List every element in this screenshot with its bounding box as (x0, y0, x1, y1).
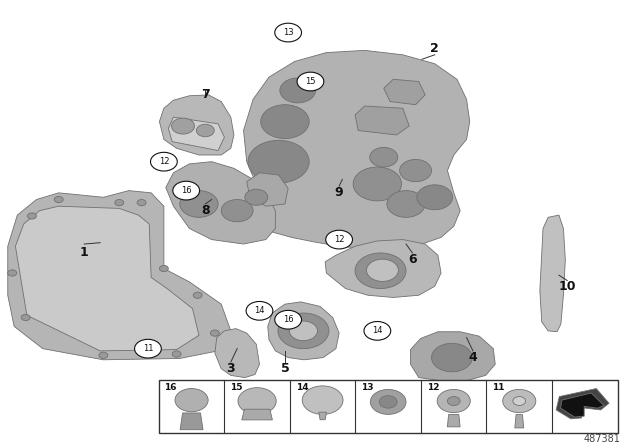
Circle shape (364, 322, 391, 340)
Circle shape (417, 185, 452, 210)
Text: 14: 14 (372, 326, 383, 336)
Text: 4: 4 (468, 351, 477, 364)
Polygon shape (268, 302, 339, 360)
Polygon shape (166, 162, 275, 244)
Circle shape (245, 189, 268, 205)
Text: 11: 11 (492, 383, 505, 392)
Circle shape (297, 72, 324, 91)
Circle shape (289, 321, 317, 340)
Circle shape (248, 140, 309, 183)
Circle shape (21, 314, 30, 321)
Text: 15: 15 (305, 77, 316, 86)
Polygon shape (410, 332, 495, 381)
Circle shape (150, 152, 177, 171)
Circle shape (172, 118, 195, 134)
Text: 6: 6 (408, 253, 417, 266)
Polygon shape (319, 412, 326, 420)
Circle shape (238, 388, 276, 414)
Text: 12: 12 (427, 383, 439, 392)
Circle shape (196, 124, 214, 137)
Text: 8: 8 (201, 204, 210, 217)
Polygon shape (215, 329, 259, 378)
FancyBboxPatch shape (159, 380, 618, 433)
Circle shape (387, 190, 425, 217)
Polygon shape (355, 106, 409, 135)
Circle shape (367, 259, 398, 281)
Circle shape (447, 396, 460, 405)
Text: 13: 13 (361, 383, 374, 392)
Text: 16: 16 (164, 383, 177, 392)
Circle shape (211, 330, 220, 336)
Circle shape (278, 313, 329, 349)
Circle shape (173, 181, 200, 200)
Circle shape (370, 147, 397, 167)
Circle shape (180, 190, 218, 217)
Text: 1: 1 (80, 246, 88, 259)
Circle shape (280, 78, 316, 103)
Polygon shape (325, 240, 441, 297)
Text: 5: 5 (280, 362, 289, 375)
Polygon shape (159, 95, 234, 155)
Circle shape (193, 292, 202, 298)
Circle shape (502, 389, 536, 413)
Circle shape (353, 167, 401, 201)
Polygon shape (515, 414, 524, 428)
Circle shape (99, 352, 108, 358)
Polygon shape (242, 409, 273, 420)
Circle shape (437, 389, 470, 413)
Polygon shape (246, 173, 288, 206)
Circle shape (431, 343, 472, 372)
Text: 13: 13 (283, 28, 294, 37)
Circle shape (115, 199, 124, 206)
Circle shape (302, 386, 343, 414)
Circle shape (134, 339, 161, 358)
Text: 11: 11 (143, 344, 153, 353)
Circle shape (8, 270, 17, 276)
Circle shape (54, 196, 63, 202)
Polygon shape (561, 393, 604, 417)
Polygon shape (556, 388, 609, 419)
Text: 15: 15 (230, 383, 243, 392)
Text: 7: 7 (201, 88, 210, 101)
Text: 487381: 487381 (584, 435, 621, 444)
Circle shape (175, 388, 208, 412)
Text: 9: 9 (335, 186, 344, 199)
Circle shape (260, 105, 309, 138)
Polygon shape (168, 117, 225, 151)
Polygon shape (384, 79, 425, 105)
Text: 16: 16 (283, 315, 294, 324)
Circle shape (172, 351, 181, 357)
Text: 16: 16 (181, 186, 191, 195)
Text: 3: 3 (227, 362, 235, 375)
Circle shape (275, 310, 301, 329)
Text: 14: 14 (254, 306, 265, 315)
Circle shape (380, 396, 397, 408)
Circle shape (28, 213, 36, 219)
Polygon shape (447, 414, 460, 427)
Polygon shape (8, 190, 231, 360)
Circle shape (355, 253, 406, 289)
Circle shape (137, 199, 146, 206)
Polygon shape (244, 50, 470, 249)
Circle shape (326, 230, 353, 249)
Text: 12: 12 (334, 235, 344, 244)
Circle shape (159, 265, 168, 271)
Text: 14: 14 (296, 383, 308, 392)
Circle shape (513, 396, 525, 405)
Circle shape (275, 23, 301, 42)
Circle shape (246, 302, 273, 320)
Text: 12: 12 (159, 157, 169, 166)
Polygon shape (180, 413, 203, 430)
Text: 10: 10 (559, 280, 576, 293)
Circle shape (221, 199, 253, 222)
Text: 2: 2 (430, 42, 439, 55)
Circle shape (371, 389, 406, 414)
Polygon shape (15, 206, 199, 351)
Circle shape (399, 159, 431, 182)
Polygon shape (540, 215, 565, 332)
